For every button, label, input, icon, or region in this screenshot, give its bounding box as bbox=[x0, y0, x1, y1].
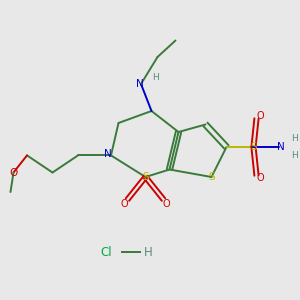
Text: O: O bbox=[121, 199, 128, 209]
Text: S: S bbox=[142, 172, 149, 182]
Text: O: O bbox=[256, 173, 264, 184]
Text: O: O bbox=[256, 110, 264, 121]
Text: N: N bbox=[136, 79, 144, 89]
Text: N: N bbox=[277, 142, 285, 152]
Text: H: H bbox=[144, 245, 153, 259]
Text: H: H bbox=[291, 151, 297, 160]
Text: H: H bbox=[152, 74, 159, 82]
Text: O: O bbox=[9, 167, 18, 178]
Text: N: N bbox=[103, 149, 111, 159]
Text: Cl: Cl bbox=[101, 245, 112, 259]
Text: S: S bbox=[208, 172, 215, 182]
Text: H: H bbox=[291, 134, 297, 142]
Text: S: S bbox=[250, 142, 257, 152]
Text: O: O bbox=[163, 199, 170, 209]
